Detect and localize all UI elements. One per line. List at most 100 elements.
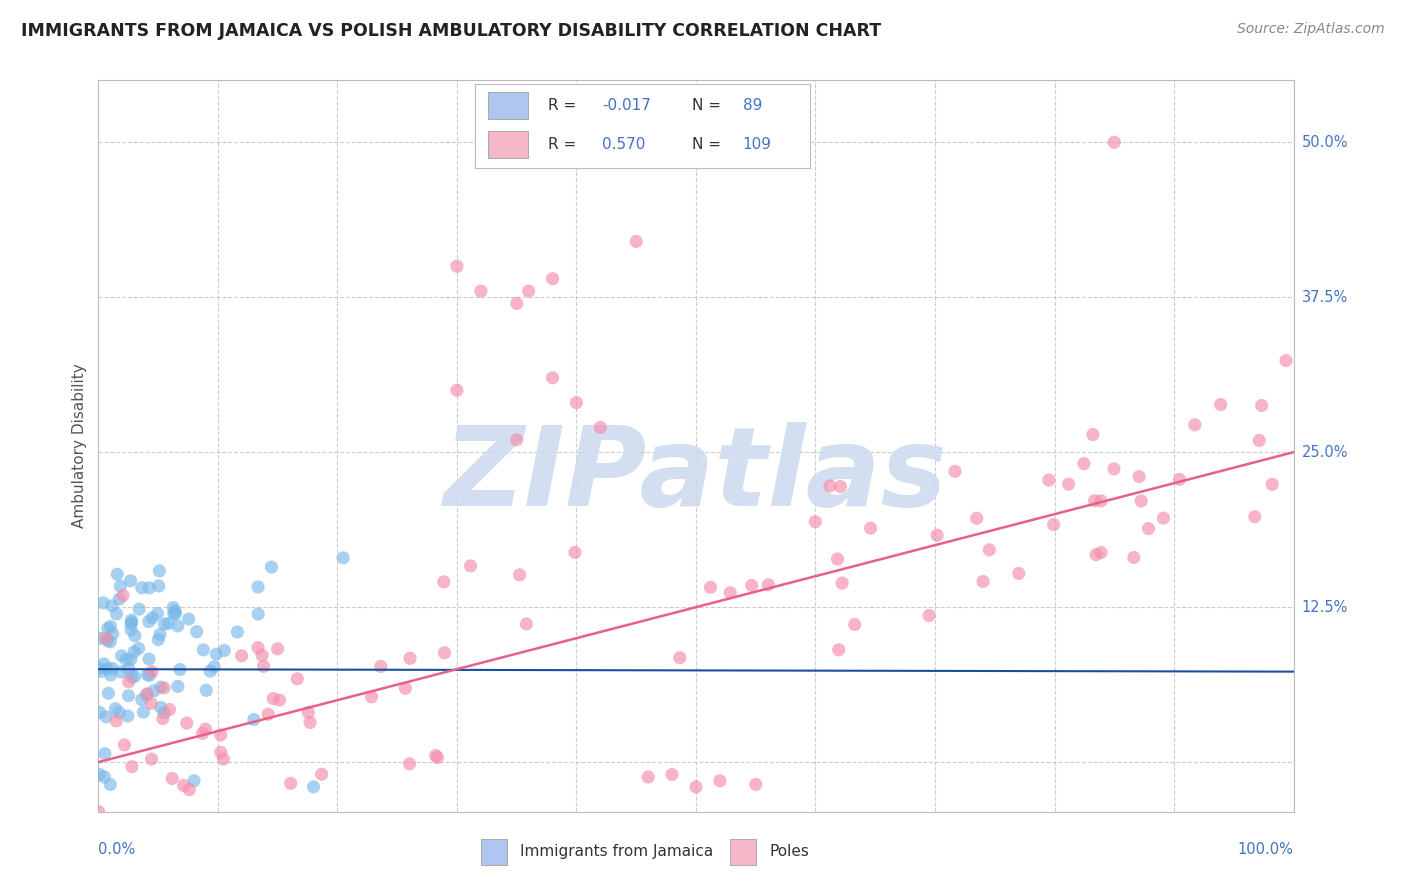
- Point: [360, 690, 382, 704]
- Point: [262, 691, 284, 706]
- Point: [1102, 462, 1125, 476]
- Point: [141, 611, 163, 625]
- Point: [141, 752, 163, 766]
- Point: [1084, 493, 1107, 508]
- Point: [205, 647, 228, 661]
- Point: [398, 756, 420, 771]
- Point: [685, 780, 707, 794]
- Point: [149, 700, 172, 714]
- Point: [231, 648, 253, 663]
- Point: [202, 660, 225, 674]
- Point: [1042, 517, 1064, 532]
- Point: [332, 550, 354, 565]
- Point: [1153, 511, 1175, 525]
- Point: [128, 641, 150, 656]
- Point: [515, 616, 537, 631]
- Point: [399, 651, 422, 665]
- Point: [818, 479, 841, 493]
- Point: [661, 767, 683, 781]
- Point: [98, 777, 122, 791]
- Text: ZIPatlas: ZIPatlas: [444, 422, 948, 529]
- Point: [195, 683, 218, 698]
- Point: [94, 747, 117, 761]
- Point: [101, 599, 124, 613]
- Point: [160, 772, 183, 786]
- Point: [297, 706, 319, 720]
- Point: [1275, 353, 1298, 368]
- Point: [122, 645, 145, 659]
- Point: [131, 692, 153, 706]
- Point: [153, 706, 176, 720]
- Point: [165, 607, 187, 621]
- Point: [159, 702, 181, 716]
- Point: [247, 580, 270, 594]
- Point: [166, 619, 188, 633]
- Point: [148, 579, 170, 593]
- Point: [98, 634, 121, 648]
- Point: [506, 433, 529, 447]
- Text: 25.0%: 25.0%: [1302, 445, 1348, 459]
- Point: [226, 624, 249, 639]
- Text: 50.0%: 50.0%: [1302, 135, 1348, 150]
- Point: [252, 659, 274, 673]
- Point: [1243, 509, 1265, 524]
- Point: [177, 612, 200, 626]
- Point: [209, 728, 232, 742]
- Point: [741, 578, 763, 592]
- Point: [243, 713, 266, 727]
- Point: [506, 296, 529, 310]
- Point: [132, 705, 155, 719]
- Point: [138, 581, 160, 595]
- Point: [541, 371, 564, 385]
- Point: [163, 607, 186, 621]
- Point: [699, 580, 721, 594]
- Point: [112, 738, 135, 752]
- Point: [925, 528, 948, 542]
- Point: [96, 710, 118, 724]
- Point: [108, 592, 131, 607]
- Point: [446, 259, 468, 273]
- Point: [138, 668, 160, 682]
- Point: [394, 681, 416, 696]
- Point: [143, 683, 166, 698]
- Point: [186, 624, 208, 639]
- Point: [827, 552, 849, 566]
- Point: [179, 782, 201, 797]
- Point: [433, 574, 456, 589]
- Point: [100, 668, 122, 682]
- Point: [709, 773, 731, 788]
- Point: [115, 653, 138, 667]
- Point: [191, 726, 214, 740]
- Text: 100.0%: 100.0%: [1237, 842, 1294, 857]
- Point: [509, 567, 531, 582]
- Point: [149, 680, 172, 694]
- Point: [118, 674, 141, 689]
- Point: [269, 693, 291, 707]
- Point: [141, 697, 163, 711]
- Point: [257, 707, 280, 722]
- Text: 0.0%: 0.0%: [98, 842, 135, 857]
- Point: [745, 777, 768, 791]
- Point: [89, 632, 111, 646]
- Text: 37.5%: 37.5%: [1302, 290, 1348, 305]
- Point: [831, 576, 853, 591]
- Point: [153, 617, 176, 632]
- Point: [117, 709, 139, 723]
- Point: [972, 574, 994, 589]
- Point: [668, 650, 690, 665]
- Point: [1073, 457, 1095, 471]
- Point: [1137, 522, 1160, 536]
- Point: [111, 589, 134, 603]
- Point: [859, 521, 882, 535]
- Text: IMMIGRANTS FROM JAMAICA VS POLISH AMBULATORY DISABILITY CORRELATION CHART: IMMIGRANTS FROM JAMAICA VS POLISH AMBULA…: [21, 22, 882, 40]
- Point: [1090, 545, 1112, 559]
- Point: [152, 712, 174, 726]
- Point: [1130, 494, 1153, 508]
- Point: [165, 604, 187, 618]
- Text: 12.5%: 12.5%: [1302, 599, 1348, 615]
- Point: [1122, 550, 1144, 565]
- Point: [138, 652, 160, 666]
- Point: [966, 511, 988, 525]
- Point: [157, 616, 180, 631]
- Point: [433, 646, 456, 660]
